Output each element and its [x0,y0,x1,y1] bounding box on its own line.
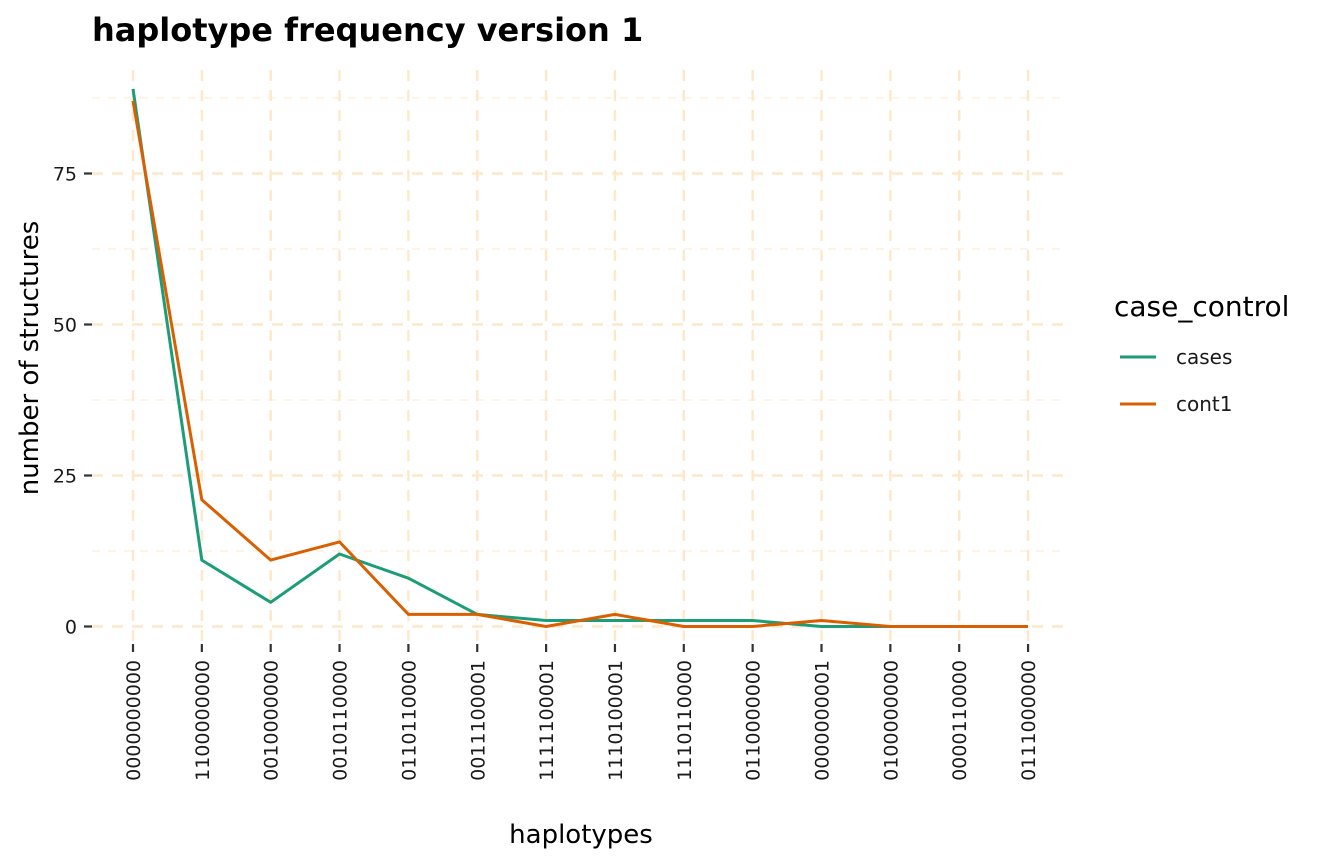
x-tick-label: 0110110000 [398,660,420,781]
legend-label-cont1: cont1 [1176,392,1232,416]
y-axis-title: number of structures [15,221,45,496]
x-tick-label: 0100000000 [880,660,902,781]
x-tick-label: 1110100001 [605,660,627,781]
y-tick-label: 25 [53,466,77,488]
x-axis: 0000000000 1100000000 0010000000 0010110000… [123,644,1040,781]
x-tick-label: 0000110000 [949,660,971,781]
y-tick-label: 0 [65,617,77,639]
x-tick-label: 0111000000 [1018,660,1040,781]
x-tick-label: 1110110000 [674,660,696,781]
x-tick-label: 0010000000 [261,660,283,781]
series-line-cases [131,88,1028,628]
y-axis: 0 25 50 75 [53,164,92,639]
legend-title: case_control [1114,290,1289,323]
x-tick-label: 0011100001 [467,660,489,781]
chart-title: haplotype frequency version 1 [92,11,643,49]
x-tick-label: 0110000000 [743,660,765,781]
x-tick-label: 1100000000 [192,660,214,781]
series-line-cont1 [131,100,1028,628]
y-tick-label: 75 [53,164,77,186]
minor-gridlines [92,97,1068,552]
y-tick-label: 50 [53,315,77,337]
x-tick-label: 1111100001 [536,660,558,781]
x-axis-title: haplotypes [509,820,653,850]
series-lines [131,88,1028,628]
x-tick-label: 0010110000 [330,660,352,781]
legend: case_control cases cont1 [1114,290,1289,416]
major-gridlines [92,70,1068,646]
x-tick-label: 0000000000 [123,660,145,781]
legend-label-cases: cases [1176,345,1232,369]
x-tick-label: 0000000001 [812,660,834,781]
